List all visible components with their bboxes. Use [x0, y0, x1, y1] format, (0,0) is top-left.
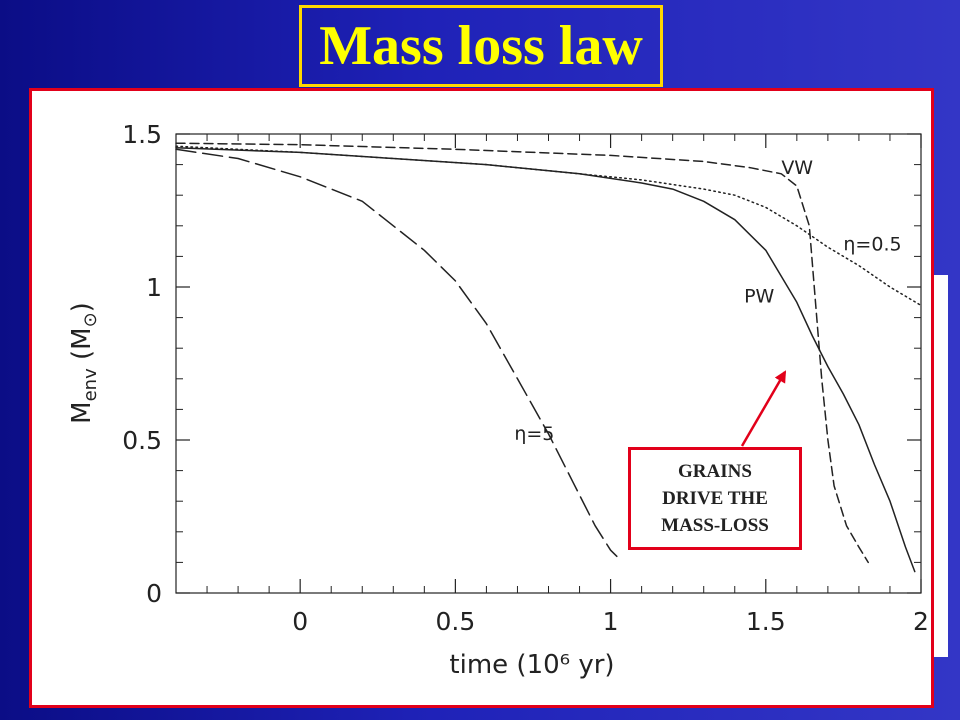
- plot-area-border: [175, 133, 922, 594]
- x-axis-label: time (10⁶ yr): [449, 650, 614, 680]
- background-panel: [930, 275, 948, 657]
- y-tick-label: 0.5: [122, 426, 162, 455]
- callout-arrow: [740, 370, 787, 447]
- sun-symbol-icon: ⊙: [80, 312, 101, 327]
- y-axis-label-sub: env: [80, 368, 101, 401]
- series-line-eta-0-5: [175, 145, 922, 307]
- chart-frame: 0 0.5 1 1.5 2 0 0.5 1 1.5 VW η=0.5 PW η=5 time (10⁶…: [29, 88, 934, 708]
- x-tick-label: 0: [292, 607, 308, 636]
- curve-label: VW: [781, 157, 813, 179]
- grains-callout: GRAINS DRIVE THE MASS-LOSS: [628, 447, 802, 550]
- mass-loss-chart: 0 0.5 1 1.5 2 0 0.5 1 1.5 VW η=0.5 PW η=5 time (10⁶…: [67, 120, 929, 680]
- curve-label: η=0.5: [843, 233, 901, 255]
- callout-text: GRAINS DRIVE THE MASS-LOSS: [661, 461, 769, 536]
- ticks-layer: 0 0.5 1 1.5 2 0 0.5 1 1.5: [122, 120, 929, 636]
- x-tick-label: 1.5: [746, 607, 786, 636]
- y-tick-label: 0: [146, 579, 162, 608]
- y-axis-label-unit: (M: [67, 327, 97, 368]
- y-tick-label: 1: [146, 273, 162, 302]
- x-tick-label: 1: [603, 607, 619, 636]
- slide-title-box: Mass loss law: [299, 5, 663, 87]
- y-axis-label-main: M: [67, 401, 97, 423]
- curve-label: PW: [744, 285, 774, 307]
- series-line-pw: [175, 147, 916, 573]
- series-line-eta-5: [175, 148, 618, 558]
- y-axis-label: Menv (M⊙): [67, 302, 101, 424]
- x-tick-label: 2: [913, 607, 929, 636]
- series-line-vw: [175, 142, 869, 564]
- curve-label: η=5: [514, 423, 554, 445]
- x-tick-label: 0.5: [435, 607, 475, 636]
- labels-layer: VW η=0.5 PW η=5: [514, 157, 901, 445]
- slide-title: Mass loss law: [319, 15, 643, 77]
- y-axis-label-unit-close: ): [67, 302, 97, 312]
- series-layer: [175, 142, 922, 573]
- y-tick-label: 1.5: [122, 120, 162, 149]
- axes-layer: [175, 133, 922, 594]
